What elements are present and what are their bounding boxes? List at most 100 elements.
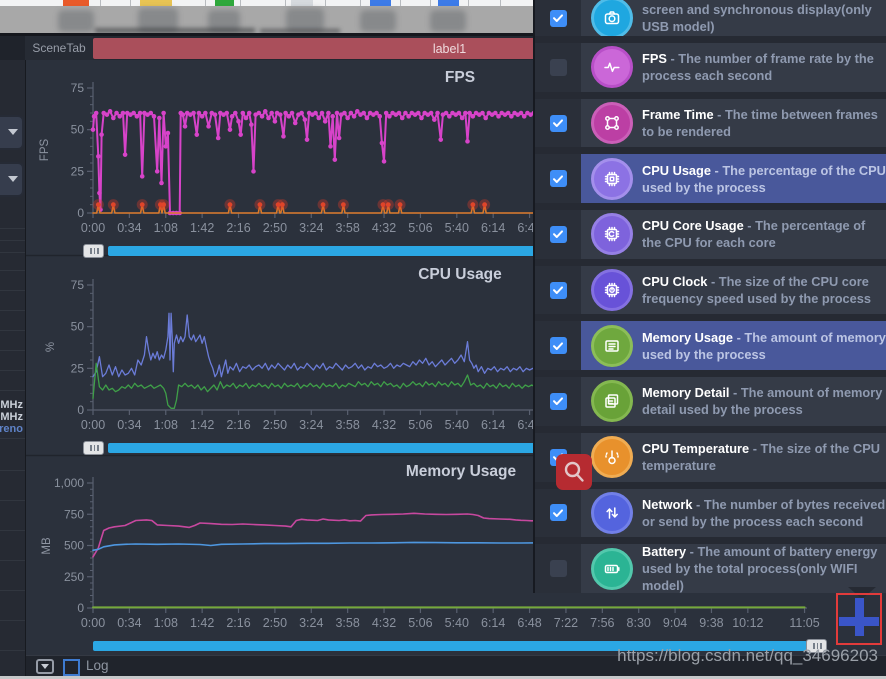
metric-row-memory-detail[interactable]: Memory Detail - The amount of memory det…: [535, 370, 886, 426]
taskbar-separator: [468, 0, 469, 6]
sidebar-row-separator: [0, 620, 25, 621]
taskbar-separator: [325, 0, 326, 6]
sidebar-dropdown-2[interactable]: [0, 162, 24, 197]
memory-detail-icon: [591, 380, 633, 423]
check-icon: [553, 119, 563, 128]
metric-row-cpu-clock[interactable]: CPU Clock - The size of the CPU core fre…: [535, 258, 886, 315]
checkbox-gutter: [535, 154, 581, 204]
metric-checkbox[interactable]: [549, 114, 567, 132]
taskbar-icon: [291, 0, 313, 6]
blurred-desktop-icon: [286, 8, 324, 32]
chart-time-scrollbar[interactable]: [108, 443, 810, 453]
svg-text:0: 0: [77, 403, 84, 417]
sidebar-row-separator: [0, 370, 25, 371]
svg-text:2:50: 2:50: [263, 418, 287, 432]
sidebar-row-separator: [0, 228, 25, 229]
taskbar-separator: [205, 0, 206, 6]
svg-text:9:04: 9:04: [663, 616, 687, 630]
metric-checkbox[interactable]: [549, 281, 567, 299]
taskbar-separator: [500, 0, 501, 6]
sidebar-truncated-label: MHz: [0, 411, 23, 423]
svg-text:6:48: 6:48: [517, 616, 541, 630]
metric-checkbox[interactable]: [549, 560, 567, 578]
svg-text:%: %: [45, 342, 57, 352]
svg-text:2:16: 2:16: [226, 616, 250, 630]
scrollbar-thumb[interactable]: [83, 441, 104, 455]
check-icon: [553, 230, 563, 239]
sidebar-row-separator: [0, 240, 25, 241]
collapse-log-button[interactable]: [36, 659, 54, 674]
svg-text:3:58: 3:58: [335, 616, 359, 630]
svg-text:6:14: 6:14: [481, 418, 505, 432]
svg-text:2:16: 2:16: [226, 418, 250, 432]
metric-row-cpu-usage[interactable]: CPU Usage - The percentage of the CPU us…: [535, 147, 886, 204]
svg-text:6:14: 6:14: [481, 221, 505, 235]
taskbar-separator: [430, 0, 431, 6]
metric-row-cpu-temperature[interactable]: CPU Temperature - The size of the CPU te…: [535, 425, 886, 482]
scene-tab[interactable]: SceneTab: [25, 36, 93, 60]
metric-description: screen and synchronous display(only USB …: [642, 2, 872, 34]
metric-row-battery[interactable]: Battery - The amount of battery energy u…: [535, 537, 886, 593]
metric-checkbox[interactable]: [549, 58, 567, 76]
metric-row-content: Memory Usage - The amount of memory used…: [581, 321, 886, 371]
network-icon: [591, 491, 633, 534]
sidebar-row-separator: [0, 560, 25, 561]
sidebar-truncated-label: reno: [0, 423, 23, 435]
metric-row-memory-usage[interactable]: Memory Usage - The amount of memory used…: [535, 314, 886, 371]
metric-checkbox[interactable]: [549, 504, 567, 522]
metric-description: Battery - The amount of battery energy u…: [642, 544, 878, 593]
svg-text:7:56: 7:56: [590, 616, 614, 630]
metric-checkbox[interactable]: [549, 9, 567, 27]
checkbox-gutter: [535, 0, 581, 36]
svg-text:0:34: 0:34: [117, 616, 141, 630]
svg-text:4:32: 4:32: [372, 221, 396, 235]
taskbar-separator: [285, 0, 286, 6]
taskbar-icon: [140, 0, 172, 6]
scrollbar-thumb[interactable]: [83, 244, 104, 258]
taskbar-icon: [438, 0, 459, 6]
cpu-core-icon: [591, 213, 633, 256]
add-chart-button[interactable]: [836, 593, 882, 645]
metric-row-fps[interactable]: FPS - The number of frame rate by the pr…: [535, 36, 886, 92]
sidebar-dropdown-1[interactable]: [0, 115, 24, 150]
metric-checkbox[interactable]: [549, 225, 567, 243]
chart-time-scrollbar[interactable]: [108, 246, 810, 256]
metric-checkbox[interactable]: [549, 392, 567, 410]
metric-checkbox[interactable]: [549, 337, 567, 355]
sidebar-row-separator: [0, 590, 25, 591]
scrollbar-thumb[interactable]: [806, 639, 827, 653]
metric-description: Network - The number of bytes received o…: [642, 496, 886, 529]
chart-time-scrollbar[interactable]: [93, 641, 807, 651]
sidebar-row-separator: [0, 530, 25, 531]
metric-description: Frame Time - The time between frames to …: [642, 107, 878, 140]
metric-row-content: screen and synchronous display(only USB …: [581, 0, 886, 36]
search-icon: [564, 461, 584, 482]
metric-row-cpu-core-usage[interactable]: CPU Core Usage - The percentage of the C…: [535, 203, 886, 259]
metric-row-content: Memory Detail - The amount of memory det…: [581, 377, 886, 426]
checkbox-gutter: [535, 321, 581, 371]
sidebar-truncated-label: MHz: [0, 399, 23, 411]
cpu-chip-icon: [591, 157, 633, 200]
chevron-down-icon: [41, 664, 49, 669]
sidebar-row-separator: [0, 390, 25, 391]
svg-text:500: 500: [64, 539, 84, 553]
metric-checkbox[interactable]: [549, 170, 567, 188]
svg-text:0:00: 0:00: [81, 418, 105, 432]
metric-row-frame-time[interactable]: Frame Time - The time between frames to …: [535, 91, 886, 148]
svg-text:3:58: 3:58: [335, 221, 359, 235]
check-icon: [553, 286, 563, 295]
svg-text:3:24: 3:24: [299, 616, 323, 630]
scene-row-corner: [0, 36, 26, 60]
magnifier-cursor-badge: [556, 454, 592, 490]
log-checkbox[interactable]: [63, 659, 80, 676]
memory-icon: [591, 324, 633, 367]
metric-description: Memory Detail - The amount of memory det…: [642, 385, 883, 418]
svg-text:0:00: 0:00: [81, 221, 105, 235]
metric-row-network[interactable]: Network - The number of bytes received o…: [535, 481, 886, 538]
metric-description: Memory Usage - The amount of memory used…: [642, 329, 886, 362]
checkbox-gutter: [535, 210, 581, 259]
metric-row-screen-sync[interactable]: screen and synchronous display(only USB …: [535, 0, 886, 36]
sidebar-row-separator: [0, 330, 25, 331]
svg-text:5:06: 5:06: [408, 616, 432, 630]
